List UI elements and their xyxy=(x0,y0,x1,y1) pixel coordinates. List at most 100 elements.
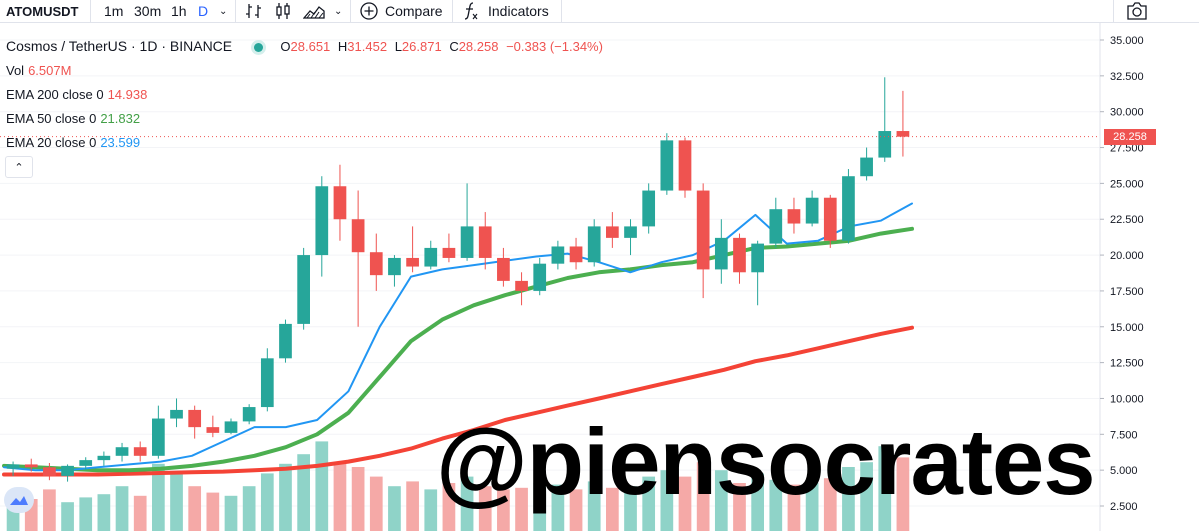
volume-bar xyxy=(551,484,565,531)
volume-bar xyxy=(424,489,438,531)
volume-bar xyxy=(787,484,801,531)
volume-bar xyxy=(823,478,837,531)
volume-legend[interactable]: Vol 6.507M xyxy=(6,63,71,78)
volume-bar xyxy=(442,483,456,531)
candle-body xyxy=(787,209,801,224)
volume-bar xyxy=(97,494,111,531)
axis-tick-label: 12.500 xyxy=(1110,358,1144,370)
ema50-legend[interactable]: EMA 50 close 0 21.832 xyxy=(6,111,140,126)
volume-bar xyxy=(43,489,56,531)
volume-bar xyxy=(315,441,329,531)
interval-1h[interactable]: 1h xyxy=(171,3,187,19)
candle-body xyxy=(115,447,129,456)
candle-body xyxy=(606,226,619,238)
volume-bar xyxy=(460,476,474,531)
ema200-label: EMA 200 close 0 xyxy=(6,87,104,102)
axis-tick-label: 5.000 xyxy=(1110,465,1138,477)
candle-body xyxy=(297,255,310,324)
candle-body xyxy=(24,464,38,468)
candle-body xyxy=(896,131,910,137)
area-style-icon[interactable] xyxy=(303,0,325,22)
interval-dropdown-chevron-icon[interactable]: ⌄ xyxy=(219,5,228,17)
candle-body xyxy=(842,176,855,241)
watermark-text: @piensocrates xyxy=(436,409,1096,514)
toolbar-divider xyxy=(350,0,351,22)
volume-bar xyxy=(660,470,674,531)
volume-bar xyxy=(406,481,419,531)
volume-bar xyxy=(606,487,619,531)
candle-body xyxy=(624,226,637,238)
candles-style-icon[interactable] xyxy=(274,0,292,22)
axis-tick-label: 30.000 xyxy=(1110,107,1144,119)
ema200-legend[interactable]: EMA 200 close 0 14.938 xyxy=(6,87,147,102)
volume-bar xyxy=(133,495,147,531)
volume-bar xyxy=(497,489,510,531)
symbol-legend: Cosmos / TetherUS · 1D · BINANCE O28.651… xyxy=(6,38,603,54)
interval-1m[interactable]: 1m xyxy=(104,3,124,19)
collapse-legend-button[interactable]: ⌃ xyxy=(5,156,33,178)
volume-label: Vol xyxy=(6,63,25,78)
top-toolbar: ATOMUSDT 1m 30m 1h D ⌄ ⌄ Compare Indicat… xyxy=(0,0,1199,23)
candle-body xyxy=(242,407,256,422)
ema50-label: EMA 50 close 0 xyxy=(6,111,97,126)
volume-bar xyxy=(478,486,492,531)
indicators-button[interactable]: Indicators xyxy=(462,0,549,22)
symbol-title[interactable]: Cosmos / TetherUS · 1D · BINANCE xyxy=(6,38,233,54)
chart-style-chevron-icon[interactable]: ⌄ xyxy=(334,5,343,17)
volume-bar xyxy=(769,479,783,531)
plus-circle-icon xyxy=(360,2,378,20)
candle-body xyxy=(152,418,165,456)
compare-button[interactable]: Compare xyxy=(360,0,443,22)
volume-bar xyxy=(878,446,892,531)
toolbar-divider xyxy=(452,0,453,22)
candle-body xyxy=(878,131,892,158)
axis-tick-label: 20.000 xyxy=(1110,250,1144,262)
last-price-label: 28.258 xyxy=(1104,128,1156,145)
interval-30m[interactable]: 30m xyxy=(134,3,162,19)
volume-bar xyxy=(714,470,728,531)
axis-tick-label: 32.500 xyxy=(1110,71,1144,83)
snapshot-camera-icon[interactable] xyxy=(1116,0,1158,22)
volume-bar xyxy=(733,483,746,531)
candle-body xyxy=(260,358,274,408)
volume-bar xyxy=(842,467,855,531)
ema200-value: 14.938 xyxy=(107,87,148,102)
candle-body xyxy=(460,226,474,258)
candle-body xyxy=(388,257,401,276)
candle-body xyxy=(206,427,220,433)
candle-body xyxy=(823,197,837,241)
candle-body xyxy=(551,246,565,264)
axis-tick-label: 7.500 xyxy=(1110,429,1138,441)
fx-icon xyxy=(464,2,478,20)
volume-bar xyxy=(896,457,910,531)
volume-bar xyxy=(533,483,547,531)
candle-body xyxy=(170,409,183,419)
candle-body xyxy=(769,209,783,244)
candle-body xyxy=(424,247,438,267)
interval-d[interactable]: D xyxy=(198,3,209,19)
candle-body xyxy=(188,409,202,428)
candle-body xyxy=(569,246,583,263)
tradingview-logo-icon[interactable] xyxy=(4,487,34,513)
candle-body xyxy=(369,252,383,276)
volume-bar xyxy=(624,486,637,531)
bars-style-icon[interactable] xyxy=(245,0,263,22)
candle-body xyxy=(733,237,746,273)
volume-bar xyxy=(188,486,202,531)
axis-tick-label: 15.000 xyxy=(1110,322,1144,334)
toolbar-divider xyxy=(1113,0,1114,22)
candle-body xyxy=(333,186,347,220)
candle-body xyxy=(351,219,365,253)
symbol-search[interactable]: ATOMUSDT xyxy=(6,3,79,19)
ema20-legend[interactable]: EMA 20 close 0 23.599 xyxy=(6,135,140,150)
volume-bar xyxy=(569,489,583,531)
toolbar-divider xyxy=(561,0,562,22)
ema-20-close-0-path xyxy=(3,202,913,472)
axis-tick-label: 27.500 xyxy=(1110,143,1144,155)
candle-body xyxy=(133,447,147,456)
candle-body xyxy=(497,257,510,281)
axis-tick-label: 22.500 xyxy=(1110,214,1144,226)
volume-bar xyxy=(279,463,292,531)
volume-bar xyxy=(351,467,365,531)
